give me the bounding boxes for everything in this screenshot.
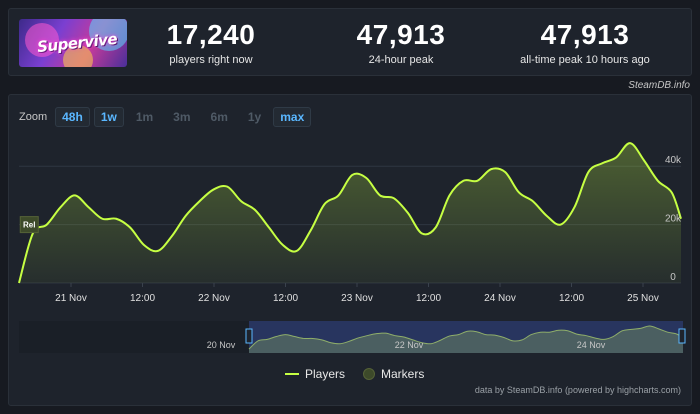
navigator-label: 20 Nov [207, 340, 236, 350]
y-tick-label: 40k [665, 155, 682, 166]
x-tick-label: 25 Nov [627, 293, 659, 304]
current-players-label: players right now [169, 54, 253, 66]
current-players-value: 17,240 [166, 19, 256, 50]
x-tick-label: 12:00 [273, 293, 298, 304]
zoom-3m-button[interactable]: 3m [173, 110, 191, 124]
navigator-label: 22 Nov [395, 340, 424, 350]
y-tick-label: 20k [665, 214, 682, 225]
players-area [19, 143, 681, 283]
chart-panel: Zoom 48h 1w 1m 3m 6m 1y max 0 20k 40k 21 N… [8, 94, 692, 406]
x-tick-label: 21 Nov [55, 293, 87, 304]
source-link[interactable]: SteamDB.info [628, 80, 690, 91]
stats-bar: Supervive 17,240 players right now 47,91… [8, 8, 692, 76]
zoom-6m-button[interactable]: 6m [210, 110, 228, 124]
x-tick-label: 12:00 [130, 293, 155, 304]
zoom-48h-button[interactable]: 48h [55, 107, 90, 127]
release-marker-label: Rel [23, 221, 35, 230]
zoom-1y-button[interactable]: 1y [247, 110, 262, 124]
alltime-peak-label: all-time peak 10 hours ago [520, 54, 650, 66]
peak-24h-value: 47,913 [356, 19, 446, 50]
chart-area [19, 143, 681, 283]
peak-24h-label: 24-hour peak [368, 54, 434, 66]
x-tick-label: 22 Nov [198, 293, 230, 304]
x-tick-label: 23 Nov [341, 293, 373, 304]
stat-alltime-peak: 47,913 all-time peak 10 hours ago [495, 19, 675, 66]
legend-players-line [285, 373, 299, 375]
legend-markers[interactable]: Markers [363, 367, 424, 381]
legend-markers-label: Markers [381, 367, 425, 381]
players-series-line [18, 142, 682, 284]
navigator-left-handle[interactable] [245, 328, 253, 344]
legend-markers-dot [363, 368, 376, 380]
zoom-bar: Zoom 48h 1w 1m 3m 6m 1y max [19, 107, 312, 127]
navigator-right-handle[interactable] [678, 328, 686, 344]
legend-players-label: Players [305, 367, 346, 381]
y-tick-label: 0 [670, 272, 676, 283]
chart-line [18, 142, 682, 284]
zoom-label: Zoom [19, 111, 48, 123]
navigator[interactable]: 20 Nov 22 Nov 24 Nov [19, 321, 686, 353]
x-axis-ticks: 21 Nov 12:00 22 Nov 12:00 23 Nov 12:00 24 Nov 1… [55, 283, 659, 304]
x-tick-label: 24 Nov [484, 293, 516, 304]
game-logo[interactable]: Supervive [19, 19, 127, 67]
zoom-1m-button[interactable]: 1m [135, 110, 154, 124]
release-marker[interactable] [19, 216, 39, 234]
navigator-area [249, 325, 683, 353]
bottom-strip [0, 406, 700, 414]
chart-markers[interactable]: Rel [19, 216, 39, 234]
zoom-1w-button[interactable]: 1w [93, 107, 124, 127]
stat-current-players: 17,240 players right now [121, 19, 301, 66]
zoom-max-button[interactable]: max [273, 107, 312, 127]
x-tick-label: 12:00 [559, 293, 584, 304]
navigator-label: 24 Nov [577, 340, 606, 350]
y-axis-ticks: 0 20k 40k [665, 155, 682, 283]
alltime-peak-value: 47,913 [540, 19, 630, 50]
legend-players[interactable]: Players [285, 367, 345, 381]
stat-24h-peak: 47,913 24-hour peak [311, 19, 491, 66]
chart-legend: Players Markers [285, 367, 424, 381]
x-tick-label: 12:00 [416, 293, 441, 304]
player-chart[interactable]: 0 20k 40k 21 Nov 12:00 22 Nov 12:00 23 Nov 12:0… [9, 95, 692, 406]
chart-credits[interactable]: data by SteamDB.info (powered by highcha… [474, 385, 681, 395]
navigator-line [248, 325, 684, 350]
